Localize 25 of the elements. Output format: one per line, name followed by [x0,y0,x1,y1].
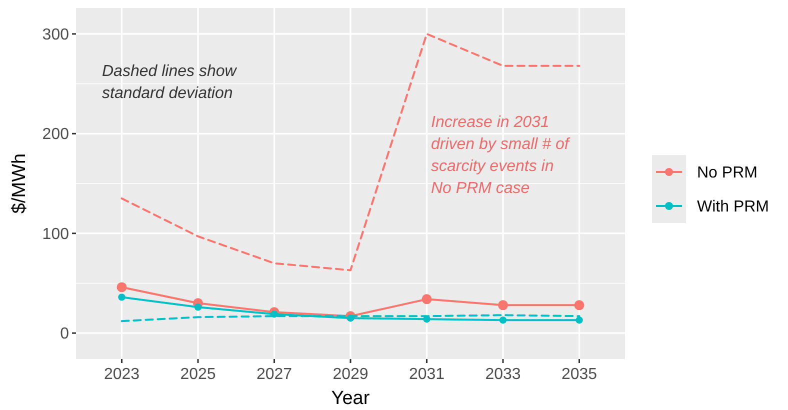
point [194,304,202,311]
x-tick-label: 2023 [104,366,140,383]
y-tick-label: 100 [42,226,70,243]
legend-label: No PRM [697,164,758,182]
point [116,282,127,292]
y-axis-title: $/MWh [9,153,30,214]
point [118,294,126,301]
point [498,300,508,310]
y-tick-label: 300 [42,26,70,44]
x-tick-label: 2025 [180,366,216,383]
x-axis-title: Year [331,388,370,409]
x-tick-label: 2027 [256,366,292,383]
x-tick-label: 2033 [485,366,521,383]
annotation: Increase in 2031 driven by small # of scarcity events in No PRM case [431,114,570,197]
point [422,294,432,304]
legend-label: With PRM [697,198,769,216]
point [576,316,583,324]
x-tick-label: 2035 [561,366,598,383]
point [574,300,584,310]
y-tick-label: 0 [60,326,70,343]
annotation: Dashed lines show standard deviation [102,63,238,102]
x-tick-label: 2029 [332,366,368,383]
point [499,316,507,324]
x-tick-label: 2031 [408,366,445,383]
y-tick-label: 200 [42,126,70,144]
